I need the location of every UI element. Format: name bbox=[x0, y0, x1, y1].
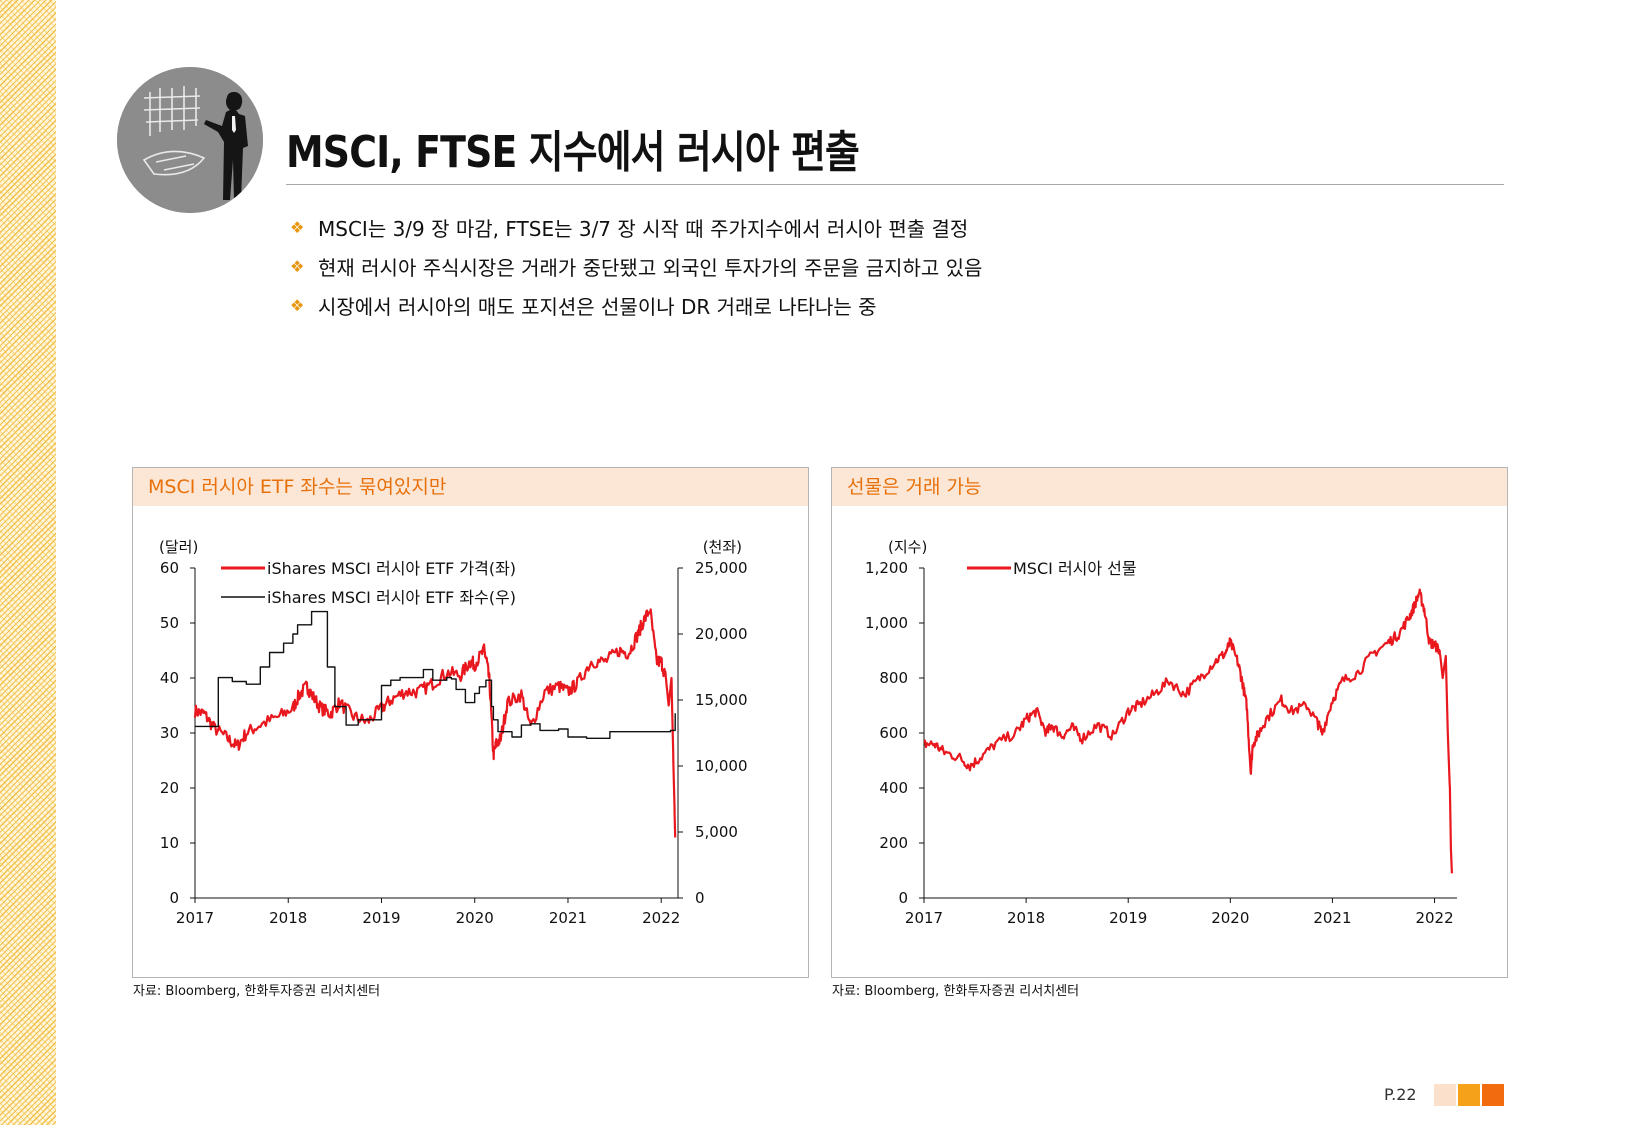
bullet-item: ❖ 현재 러시아 주식시장은 거래가 중단됐고 외국인 투자가의 주문을 금지하… bbox=[290, 247, 982, 286]
x-tick-label: 2022 bbox=[1415, 909, 1453, 927]
page-decor-square bbox=[1434, 1084, 1456, 1106]
y-tick-label: 20 bbox=[160, 779, 179, 797]
y-tick-label: 800 bbox=[879, 669, 908, 687]
bullet-item: ❖ MSCI는 3/9 장 마감, FTSE는 3/7 장 시작 때 주가지수에… bbox=[290, 208, 982, 247]
diamond-bullet-icon: ❖ bbox=[290, 257, 305, 276]
y-tick-label: 0 bbox=[898, 889, 908, 907]
x-tick-label: 2018 bbox=[269, 909, 307, 927]
series-line-price bbox=[923, 588, 1453, 874]
y-tick-label: 600 bbox=[879, 724, 908, 742]
panel-title: MSCI 러시아 ETF 좌수는 묶여있지만 bbox=[133, 468, 808, 506]
y-tick-label: 50 bbox=[160, 614, 179, 632]
bullet-item: ❖ 시장에서 러시아의 매도 포지션은 선물이나 DR 거래로 나타나는 중 bbox=[290, 286, 982, 325]
y2-tick-label: 10,000 bbox=[695, 757, 748, 775]
x-tick-label: 2022 bbox=[642, 909, 680, 927]
series-line-price bbox=[193, 608, 677, 838]
page-decor-square bbox=[1458, 1084, 1480, 1106]
page-title: MSCI, FTSE 지수에서 러시아 편출 bbox=[286, 127, 860, 178]
diamond-bullet-icon: ❖ bbox=[290, 296, 305, 315]
x-tick-label: 2020 bbox=[456, 909, 494, 927]
x-tick-label: 2017 bbox=[905, 909, 943, 927]
x-tick-label: 2018 bbox=[1007, 909, 1045, 927]
y-axis-label: (지수) bbox=[888, 538, 927, 556]
title-divider bbox=[286, 184, 1504, 185]
bullet-text: 시장에서 러시아의 매도 포지션은 선물이나 DR 거래로 나타나는 중 bbox=[318, 295, 877, 319]
panel-title: 선물은 거래 가능 bbox=[832, 468, 1507, 506]
y-tick-label: 200 bbox=[879, 834, 908, 852]
legend-label: MSCI 러시아 선물 bbox=[1013, 559, 1137, 578]
bullet-text: 현재 러시아 주식시장은 거래가 중단됐고 외국인 투자가의 주문을 금지하고 … bbox=[318, 256, 983, 280]
decorative-side-strip bbox=[0, 0, 56, 1125]
y-tick-label: 60 bbox=[160, 559, 179, 577]
bullet-text: MSCI는 3/9 장 마감, FTSE는 3/7 장 시작 때 주가지수에서 … bbox=[318, 217, 969, 241]
page-number: P.22 bbox=[1384, 1085, 1417, 1104]
series-line-shares bbox=[195, 610, 676, 739]
y-tick-label: 1,200 bbox=[865, 559, 908, 577]
y2-tick-label: 25,000 bbox=[695, 559, 748, 577]
page-decor-square bbox=[1482, 1084, 1504, 1106]
y-tick-label: 0 bbox=[169, 889, 179, 907]
y2-tick-label: 0 bbox=[695, 889, 705, 907]
legend-label: iShares MSCI 러시아 ETF 가격(좌) bbox=[267, 559, 516, 578]
y2-tick-label: 15,000 bbox=[695, 691, 748, 709]
x-tick-label: 2019 bbox=[1109, 909, 1147, 927]
y-tick-label: 1,000 bbox=[865, 614, 908, 632]
x-tick-label: 2021 bbox=[549, 909, 587, 927]
chart-panel-etf: MSCI 러시아 ETF 좌수는 묶여있지만 0 10 20 30 40 50 60 0 5,0… bbox=[132, 467, 809, 978]
x-tick-label: 2017 bbox=[176, 909, 214, 927]
chart-panel-futures: 선물은 거래 가능 0 200 400 600 800 1,000 1,200 (지수) 201… bbox=[831, 467, 1508, 978]
y2-axis-label: (천좌) bbox=[703, 538, 742, 556]
y-tick-label: 40 bbox=[160, 669, 179, 687]
y2-tick-label: 20,000 bbox=[695, 625, 748, 643]
y-tick-label: 10 bbox=[160, 834, 179, 852]
legend-label: iShares MSCI 러시아 ETF 좌수(우) bbox=[267, 588, 516, 607]
source-note: 자료: Bloomberg, 한화투자증권 리서치센터 bbox=[133, 984, 381, 999]
x-tick-label: 2019 bbox=[362, 909, 400, 927]
y2-tick-label: 5,000 bbox=[695, 823, 738, 841]
source-note: 자료: Bloomberg, 한화투자증권 리서치센터 bbox=[832, 984, 1080, 999]
etf-chart: 0 10 20 30 40 50 60 0 5,000 10,000 15,000 20,000 25,… bbox=[159, 538, 748, 927]
x-tick-label: 2021 bbox=[1313, 909, 1351, 927]
bullet-list: ❖ MSCI는 3/9 장 마감, FTSE는 3/7 장 시작 때 주가지수에… bbox=[290, 208, 982, 325]
y-tick-label: 400 bbox=[879, 779, 908, 797]
y-axis-label: (달러) bbox=[159, 538, 198, 556]
x-tick-label: 2020 bbox=[1211, 909, 1249, 927]
presenter-logo-icon bbox=[117, 67, 263, 213]
futures-chart: 0 200 400 600 800 1,000 1,200 (지수) 2017 2018 2019 2… bbox=[865, 538, 1457, 927]
diamond-bullet-icon: ❖ bbox=[290, 218, 305, 237]
y-tick-label: 30 bbox=[160, 724, 179, 742]
